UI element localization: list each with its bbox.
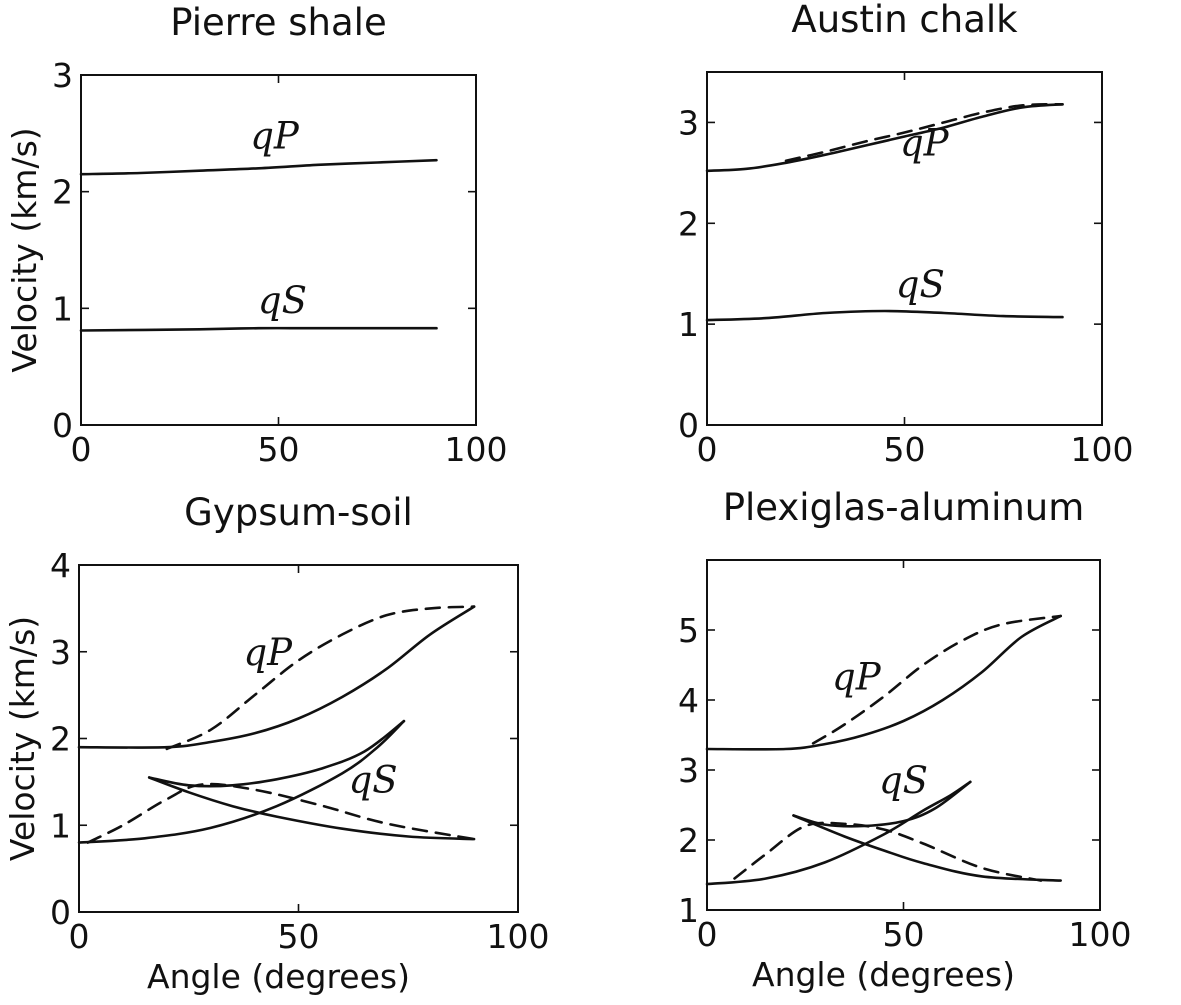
curve-label-qs: qS (258, 279, 307, 322)
y-tick-label: 2 (50, 720, 71, 759)
qs-solid-curve (705, 780, 972, 886)
y-tick-label: 5 (678, 611, 699, 650)
x-tick-label: 100 (445, 430, 508, 469)
curve-label-qp: qP (832, 656, 882, 699)
x-tick-label: 0 (697, 915, 718, 954)
chart-panel-plexiglas-aluminum: Plexiglas-aluminum 0 50 100 1 2 3 4 5 Angle (degr… (678, 486, 1132, 994)
y-tick-label: 3 (52, 56, 73, 95)
chart-title: Plexiglas-aluminum (723, 486, 1085, 529)
y-tick-label: 2 (52, 173, 73, 212)
y-tick-label: 4 (50, 546, 71, 585)
dashed-curve (733, 821, 1043, 882)
y-tick-label: 0 (52, 406, 73, 445)
chart-title: Austin chalk (791, 0, 1018, 41)
curve-label-qs: qS (349, 758, 398, 801)
dashed-curve (811, 614, 1062, 745)
y-tick-label: 4 (678, 681, 699, 720)
curve-label-qp: qP (250, 115, 300, 158)
chart-title: Pierre shale (170, 1, 386, 44)
plot-frame (78, 564, 519, 913)
y-tick-label: 1 (678, 305, 699, 344)
x-tick-label: 100 (487, 917, 550, 956)
qp-solid-curve (77, 605, 476, 749)
dashed-curve (86, 782, 476, 844)
dashed-curve (165, 605, 476, 751)
x-tick-label: 100 (1071, 430, 1134, 469)
solid-curve (147, 719, 406, 788)
y-tick-label: 1 (678, 891, 699, 930)
curve-label-qs: qS (879, 759, 928, 802)
qp-solid-curve (705, 103, 1064, 173)
x-tick-label: 0 (697, 430, 718, 469)
solid-curve (792, 814, 1062, 882)
y-tick-label: 3 (678, 751, 699, 790)
curve-label-qp: qP (900, 122, 950, 165)
y-tick-label: 2 (678, 821, 699, 860)
x-tick-label: 100 (1069, 915, 1132, 954)
y-axis-label: Velocity (km/s) (5, 127, 44, 372)
qp-solid-curve (705, 614, 1062, 751)
chart-panel-austin-chalk: Austin chalk 0 50 100 0 1 2 3 qP qS (678, 0, 1134, 469)
y-tick-label: 3 (678, 103, 699, 142)
y-tick-label: 1 (52, 289, 73, 328)
y-tick-label: 3 (50, 633, 71, 672)
curve-label-qs: qS (896, 263, 945, 306)
qp-solid-curve (79, 158, 438, 176)
y-tick-label: 2 (678, 204, 699, 243)
y-tick-label: 0 (50, 893, 71, 932)
qs-solid-curve (705, 309, 1064, 322)
x-tick-label: 50 (883, 915, 925, 954)
y-axis-label: Velocity (km/s) (3, 616, 42, 861)
x-tick-label: 0 (69, 917, 90, 956)
chart-title: Gypsum-soil (184, 491, 413, 534)
dashed-curve (784, 102, 1064, 163)
x-tick-label: 50 (278, 917, 320, 956)
x-tick-label: 0 (71, 430, 92, 469)
x-axis-label: Angle (degrees) (752, 955, 1015, 994)
x-tick-label: 50 (258, 430, 300, 469)
qs-solid-curve (79, 326, 438, 332)
y-tick-label: 1 (50, 806, 71, 845)
x-tick-label: 50 (884, 430, 926, 469)
x-axis-label: Angle (degrees) (147, 957, 410, 996)
qs-solid-curve (77, 719, 406, 844)
y-tick-label: 0 (678, 406, 699, 445)
curve-label-qp: qP (243, 631, 293, 674)
solid-curve (147, 776, 476, 841)
